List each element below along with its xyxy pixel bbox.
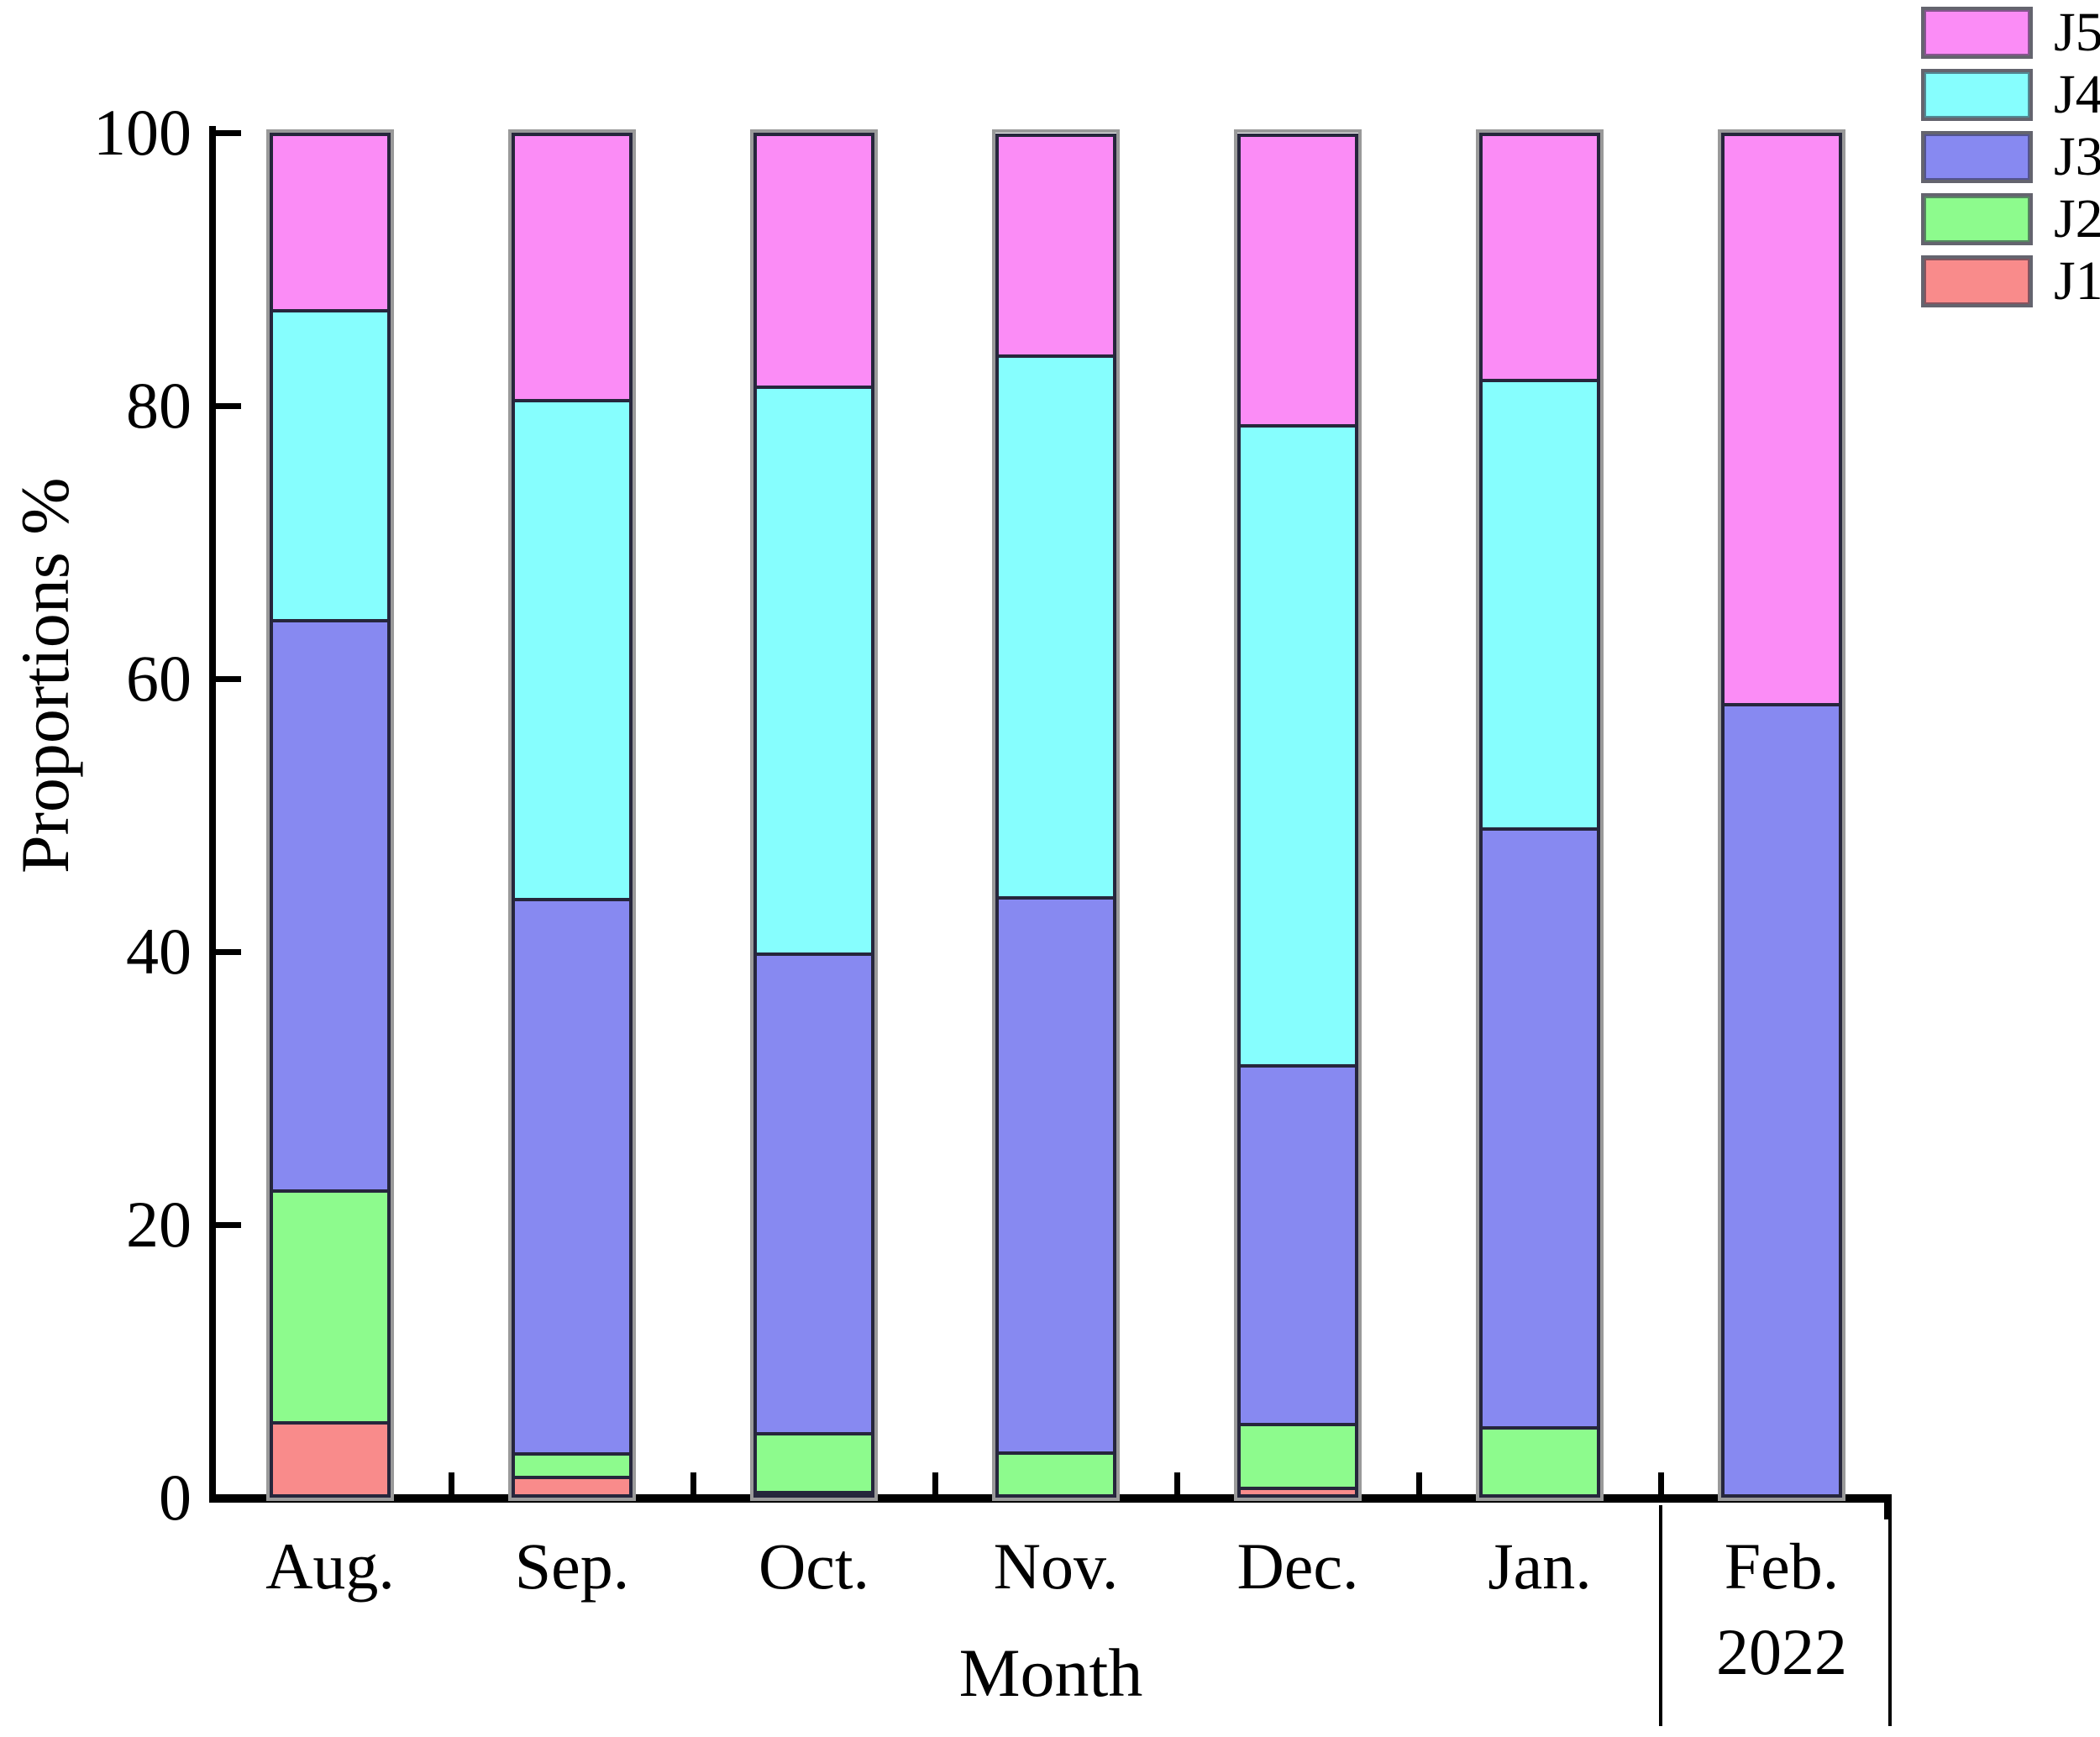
bar-segment-J5-dec [1237, 134, 1358, 424]
year-annotation-label: 2022 [1716, 1615, 1847, 1688]
y-tick-label-80: 80 [126, 369, 192, 442]
y-tick-20 [216, 1222, 241, 1228]
legend-label-J1: J1 [2054, 250, 2100, 312]
bar-segment-J5-sep [512, 133, 633, 399]
bar-segment-J4-jan [1479, 378, 1600, 828]
bar-segment-J2-sep [512, 1452, 633, 1477]
x-tick-0 [449, 1472, 454, 1494]
bar-oct [753, 133, 874, 1498]
y-axis-line [209, 126, 216, 1503]
bar-segment-J3-oct [753, 952, 874, 1433]
y-tick-label-100: 100 [93, 96, 192, 169]
bar-sep [512, 133, 633, 1498]
bar-segment-J5-aug [270, 133, 391, 309]
bar-aug [270, 133, 391, 1498]
y-tick-80 [216, 403, 241, 409]
bar-segment-J3-sep [512, 898, 633, 1453]
bar-feb [1721, 133, 1842, 1498]
bar-segment-J5-oct [753, 133, 874, 386]
x-tick-5 [1658, 1472, 1664, 1494]
bar-jan [1479, 133, 1600, 1498]
y-axis-title: Proportions % [7, 477, 83, 874]
month-label-aug: Aug. [265, 1530, 395, 1603]
legend-label-J2: J2 [2054, 188, 2100, 249]
bar-segment-J5-feb [1721, 133, 1842, 703]
month-label-feb: Feb. [1724, 1530, 1840, 1603]
bar-segment-J2-oct [753, 1432, 874, 1491]
x-tick-3 [1174, 1472, 1180, 1494]
y-tick-label-20: 20 [126, 1188, 192, 1261]
x-axis-end-tick [1884, 1494, 1892, 1519]
year-bracket-left-line [1659, 1505, 1662, 1726]
legend-swatch-J4 [1921, 69, 2033, 121]
bar-segment-J3-dec [1237, 1064, 1358, 1423]
bar-segment-J4-nov [995, 354, 1116, 896]
y-tick-label-40: 40 [126, 915, 192, 988]
bar-segment-J1-oct [753, 1491, 874, 1498]
bar-segment-J2-aug [270, 1189, 391, 1421]
bar-segment-J2-nov [995, 1451, 1116, 1498]
x-tick-1 [690, 1472, 696, 1494]
month-label-dec: Dec. [1236, 1530, 1359, 1603]
bar-nov [995, 133, 1116, 1498]
legend-label-J5: J5 [2054, 2, 2100, 63]
bar-segment-J4-oct [753, 385, 874, 952]
x-tick-4 [1416, 1472, 1422, 1494]
bar-segment-J1-sep [512, 1476, 633, 1498]
bar-segment-J1-aug [270, 1421, 391, 1498]
bar-segment-J4-dec [1237, 424, 1358, 1064]
legend-swatch-J3 [1921, 131, 2033, 183]
x-axis-line [209, 1494, 1892, 1503]
legend-label-J3: J3 [2054, 126, 2100, 187]
legend-swatch-J5 [1921, 7, 2033, 59]
y-tick-60 [216, 676, 241, 682]
legend-swatch-J2 [1921, 193, 2033, 245]
bar-segment-J5-jan [1479, 133, 1600, 379]
legend-swatch-J1 [1921, 255, 2033, 307]
bar-segment-J4-sep [512, 398, 633, 899]
bar-dec [1237, 133, 1358, 1498]
y-tick-0 [216, 1495, 241, 1501]
y-tick-40 [216, 949, 241, 955]
y-tick-100 [216, 130, 241, 136]
bar-segment-J5-nov [995, 134, 1116, 354]
x-tick-2 [932, 1472, 938, 1494]
bar-segment-J3-aug [270, 619, 391, 1189]
y-tick-label-60: 60 [126, 642, 192, 715]
bar-segment-J3-nov [995, 896, 1116, 1451]
year-bracket-right-line [1888, 1505, 1892, 1726]
bar-segment-J3-jan [1479, 827, 1600, 1427]
bar-segment-J2-jan [1479, 1426, 1600, 1498]
month-label-sep: Sep. [514, 1530, 630, 1603]
bar-segment-J1-dec [1237, 1487, 1358, 1498]
bar-segment-J4-aug [270, 309, 391, 619]
bar-segment-J2-dec [1237, 1423, 1358, 1487]
month-label-oct: Oct. [758, 1530, 870, 1603]
x-axis-title: Month [958, 1635, 1143, 1711]
bar-segment-J3-feb [1721, 703, 1842, 1498]
month-label-nov: Nov. [993, 1530, 1119, 1603]
month-label-jan: Jan. [1488, 1530, 1592, 1603]
legend-label-J4: J4 [2054, 64, 2100, 125]
y-tick-label-0: 0 [159, 1461, 192, 1534]
